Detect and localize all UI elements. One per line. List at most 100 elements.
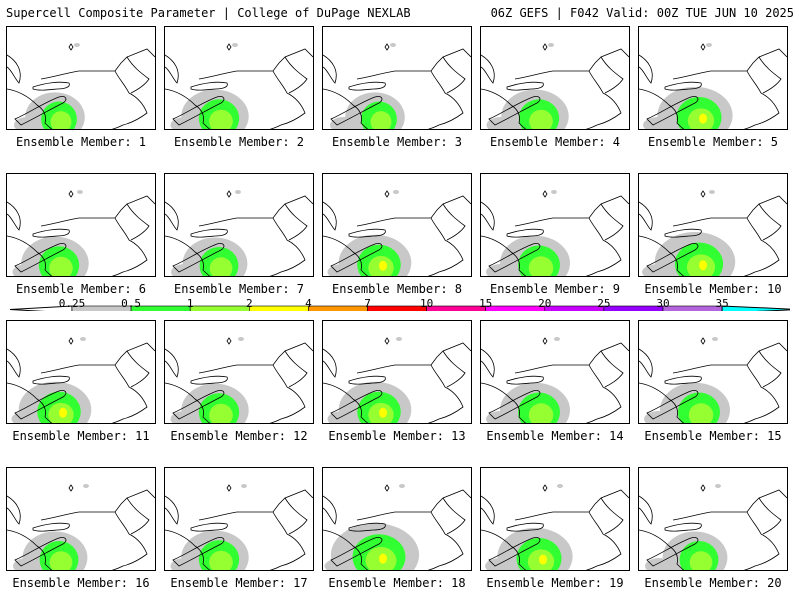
scp-green-contour — [361, 101, 397, 129]
colorbar-tick-label: 15 — [479, 297, 493, 310]
ensemble-member-map-16 — [6, 467, 156, 571]
ensemble-member-label: Ensemble Member: 11 — [12, 429, 150, 443]
colorbar-segment — [544, 305, 605, 311]
ensemble-member-label: Ensemble Member: 16 — [12, 576, 150, 590]
scp-green-contour — [39, 541, 79, 570]
ensemble-member-map-5 — [638, 26, 788, 130]
ensemble-member-label: Ensemble Member: 9 — [489, 282, 621, 296]
ensemble-member-label: Ensemble Member: 10 — [644, 282, 782, 296]
ensemble-member-label: Ensemble Member: 20 — [644, 576, 782, 590]
ensemble-member-label: Ensemble Member: 7 — [173, 282, 305, 296]
ensemble-member-map-19 — [480, 467, 630, 571]
colorbar-segment — [308, 305, 368, 311]
scp-green-contour — [41, 101, 77, 129]
map-boundaries — [323, 43, 471, 129]
colorbar-tick-label: 20 — [538, 297, 552, 310]
color-scale-bar — [10, 305, 790, 311]
ensemble-member-label: Ensemble Member: 13 — [328, 429, 466, 443]
map-boundaries — [7, 43, 155, 129]
ensemble-member-map-9 — [480, 173, 630, 277]
ensemble-member-label: Ensemble Member: 19 — [486, 576, 624, 590]
ensemble-member-map-1 — [6, 26, 156, 130]
ensemble-member-map-3 — [322, 26, 472, 130]
ensemble-member-label: Ensemble Member: 14 — [486, 429, 624, 443]
colorbar-segment — [367, 305, 427, 311]
scp-green-contour — [518, 392, 560, 423]
scp-green-contour — [198, 99, 240, 129]
scp-green-contour — [198, 540, 240, 570]
ensemble-member-map-15 — [638, 320, 788, 424]
ensemble-member-map-7 — [164, 173, 314, 277]
colorbar-tick-label: 0.5 — [121, 297, 142, 310]
colorbar-tick-label: 10 — [419, 297, 434, 310]
colorbar-tick-label: 1 — [186, 297, 194, 310]
colorbar-tick-label: 25 — [597, 297, 611, 310]
scp-green-contour — [516, 538, 562, 570]
ensemble-member-map-13 — [322, 320, 472, 424]
colorbar-tick-label: 7 — [364, 297, 371, 310]
map-boundaries — [323, 484, 471, 570]
colorbar-segment — [189, 305, 250, 311]
map-boundaries — [639, 43, 787, 129]
map-boundaries — [323, 337, 471, 423]
colorbar-segment — [249, 305, 309, 311]
ensemble-member-label: Ensemble Member: 17 — [170, 576, 308, 590]
scp-green-contour — [518, 99, 560, 129]
ensemble-member-label: Ensemble Member: 1 — [15, 135, 147, 149]
scp-green-contour — [352, 534, 406, 570]
ensemble-member-label: Ensemble Member: 2 — [173, 135, 305, 149]
map-boundaries — [323, 190, 471, 276]
ensemble-member-map-17 — [164, 467, 314, 571]
map-boundaries — [481, 43, 629, 129]
scp-green-contour — [199, 247, 239, 276]
map-boundaries — [7, 190, 155, 276]
ensemble-member-map-12 — [164, 320, 314, 424]
scp-green-contour — [676, 97, 722, 129]
ensemble-member-label: Ensemble Member: 8 — [331, 282, 463, 296]
scp-green-contour — [37, 391, 81, 423]
colorbar-tick-label: 35 — [715, 297, 729, 310]
scp-green-contour — [38, 246, 80, 276]
ensemble-member-label: Ensemble Member: 12 — [170, 429, 308, 443]
scp-green-contour — [679, 541, 719, 570]
colorbar-segment — [662, 305, 723, 311]
scp-green-contour — [357, 391, 401, 423]
scp-green-contour — [198, 393, 240, 423]
colorbar-tick-label: 4 — [305, 297, 312, 310]
model-run-info: 06Z GEFS | F042 Valid: 00Z TUE JUN 10 20… — [490, 6, 794, 20]
map-boundaries — [165, 43, 313, 129]
ensemble-member-map-14 — [480, 320, 630, 424]
ensemble-member-map-2 — [164, 26, 314, 130]
ensemble-member-label: Ensemble Member: 18 — [328, 576, 466, 590]
scp-green-contour — [357, 244, 401, 276]
scp-green-contour — [518, 245, 560, 276]
ensemble-member-map-8 — [322, 173, 472, 277]
ensemble-member-map-10 — [638, 173, 788, 277]
map-boundaries — [481, 190, 629, 276]
colorbar-segment — [721, 305, 790, 311]
colorbar-tick-label: 0.25 — [58, 297, 86, 310]
ensemble-member-label: Ensemble Member: 4 — [489, 135, 621, 149]
colorbar-tick-label: 30 — [656, 297, 670, 310]
ensemble-member-label: Ensemble Member: 5 — [647, 135, 779, 149]
colorbar-tick-label: 2 — [245, 297, 253, 310]
map-boundaries — [481, 337, 629, 423]
ensemble-member-map-4 — [480, 26, 630, 130]
ensemble-member-map-20 — [638, 467, 788, 571]
ensemble-member-label: Ensemble Member: 6 — [15, 282, 147, 296]
map-boundaries — [639, 190, 787, 276]
ensemble-member-map-6 — [6, 173, 156, 277]
map-boundaries — [639, 484, 787, 570]
map-title: Supercell Composite Parameter | College … — [6, 6, 411, 20]
ensemble-member-label: Ensemble Member: 15 — [644, 429, 782, 443]
colorbar-segment — [485, 305, 546, 311]
map-boundaries — [7, 484, 155, 570]
ensemble-member-map-11 — [6, 320, 156, 424]
colorbar-segment — [603, 305, 664, 311]
map-boundaries — [165, 190, 313, 276]
map-boundaries — [165, 484, 313, 570]
ensemble-member-label: Ensemble Member: 3 — [331, 135, 463, 149]
colorbar-segment — [426, 305, 487, 311]
scp-green-contour — [674, 242, 724, 276]
map-boundaries — [7, 337, 155, 423]
